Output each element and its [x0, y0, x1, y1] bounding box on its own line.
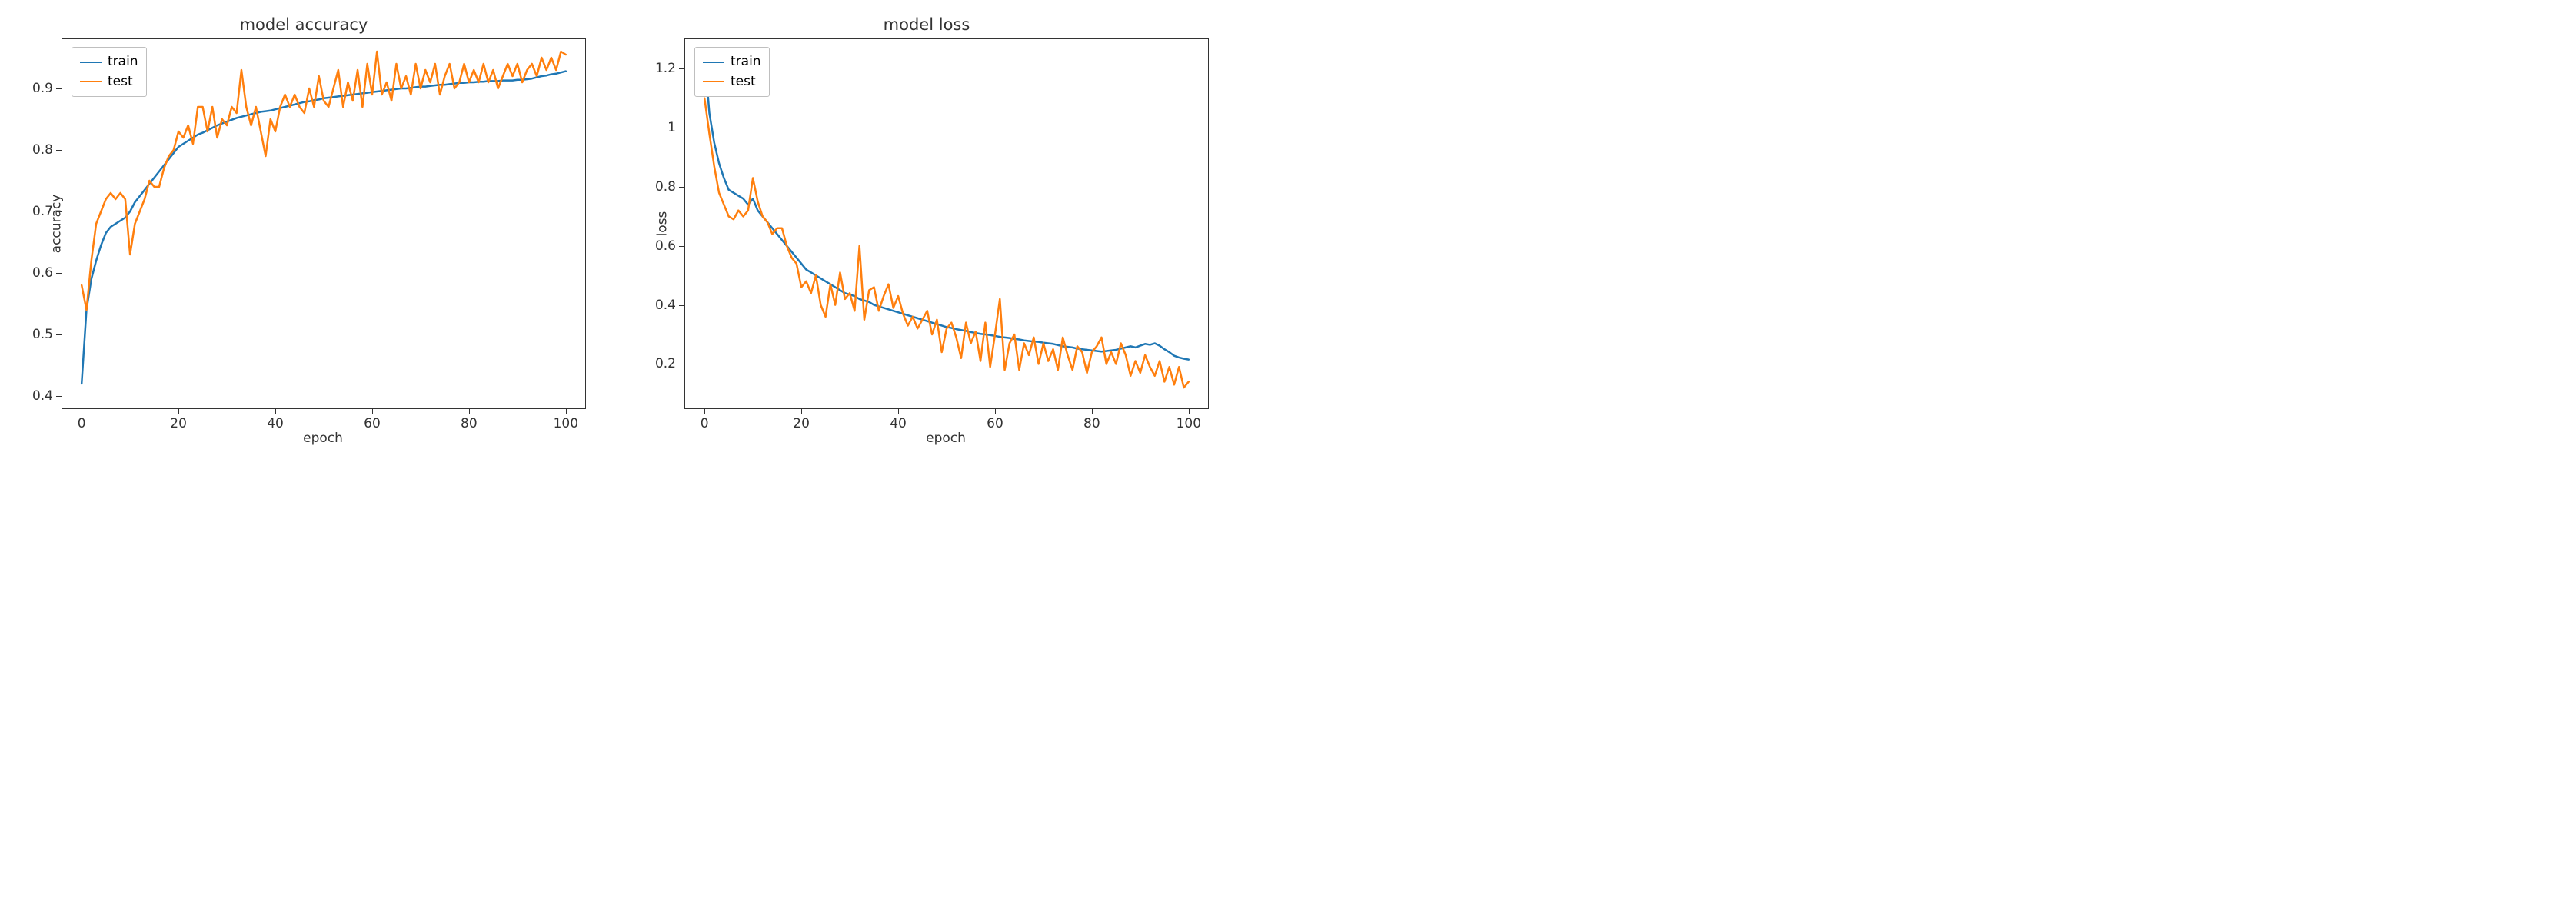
x-tick-label: 100	[1177, 416, 1201, 431]
x-tick	[566, 408, 567, 414]
y-tick-label: 0.6	[32, 265, 53, 281]
x-tick	[995, 408, 996, 414]
x-tick	[1189, 408, 1190, 414]
legend-swatch	[703, 62, 724, 63]
legend-item: test	[703, 72, 761, 92]
x-axis-label: epoch	[684, 431, 1207, 446]
series-line-train	[82, 72, 566, 384]
x-tick-label: 40	[267, 416, 284, 431]
legend-item: test	[80, 72, 138, 92]
y-tick	[679, 68, 685, 69]
legend-item: train	[703, 52, 761, 72]
x-tick	[275, 408, 276, 414]
y-tick-label: 0.8	[32, 142, 53, 158]
x-tick	[469, 408, 470, 414]
legend-label: test	[731, 72, 756, 92]
x-axis-label: epoch	[62, 431, 584, 446]
legend-label: train	[731, 52, 761, 72]
y-tick	[56, 88, 62, 89]
y-tick	[679, 305, 685, 306]
x-tick-label: 40	[890, 416, 907, 431]
y-tick-label: 0.5	[32, 327, 53, 342]
x-tick-label: 20	[170, 416, 187, 431]
y-tick-label: 1.2	[655, 61, 676, 76]
legend-label: train	[108, 52, 138, 72]
x-tick	[372, 408, 373, 414]
x-tick-label: 0	[701, 416, 709, 431]
x-tick-label: 80	[1083, 416, 1100, 431]
y-tick	[56, 273, 62, 274]
x-tick-label: 0	[78, 416, 86, 431]
x-tick-label: 20	[793, 416, 810, 431]
y-tick-label: 0.4	[655, 298, 676, 313]
y-tick-label: 0.7	[32, 204, 53, 219]
series-line-train	[704, 54, 1189, 359]
x-tick	[1092, 408, 1093, 414]
chart-title: model accuracy	[15, 15, 592, 34]
y-tick	[56, 211, 62, 212]
legend-swatch	[80, 81, 102, 82]
y-tick-label: 0.6	[655, 238, 676, 254]
legend-swatch	[80, 62, 102, 63]
x-tick-label: 60	[987, 416, 1003, 431]
y-tick-label: 0.9	[32, 81, 53, 96]
x-tick-label: 100	[554, 416, 578, 431]
x-tick	[801, 408, 802, 414]
y-tick	[679, 246, 685, 247]
x-tick	[178, 408, 179, 414]
series-line-test	[82, 52, 566, 310]
plot-area: accuracy0.40.50.60.70.80.9020406080100tr…	[62, 38, 586, 409]
y-tick	[56, 150, 62, 151]
plot-area: loss0.20.40.60.811.2020406080100traintes…	[684, 38, 1209, 409]
y-tick-label: 0.8	[655, 179, 676, 195]
y-tick	[56, 334, 62, 335]
y-tick	[679, 187, 685, 188]
legend: traintest	[694, 47, 770, 97]
y-tick-label: 0.2	[655, 356, 676, 371]
y-tick-label: 0.4	[32, 388, 53, 404]
y-tick	[56, 396, 62, 397]
subplot-loss: model lossloss0.20.40.60.811.20204060801…	[638, 15, 1215, 446]
series-line-test	[704, 98, 1189, 388]
y-tick-label: 1	[667, 120, 676, 135]
x-tick-label: 80	[461, 416, 478, 431]
x-tick	[898, 408, 899, 414]
y-axis-label: loss	[654, 211, 670, 237]
legend-swatch	[703, 81, 724, 82]
chart-title: model loss	[638, 15, 1215, 34]
legend-label: test	[108, 72, 133, 92]
x-tick-label: 60	[364, 416, 381, 431]
legend-item: train	[80, 52, 138, 72]
legend: traintest	[72, 47, 147, 97]
subplot-accuracy: model accuracy accuracy0.40.50.60.70.80.9…	[15, 15, 592, 446]
x-tick	[704, 408, 705, 414]
